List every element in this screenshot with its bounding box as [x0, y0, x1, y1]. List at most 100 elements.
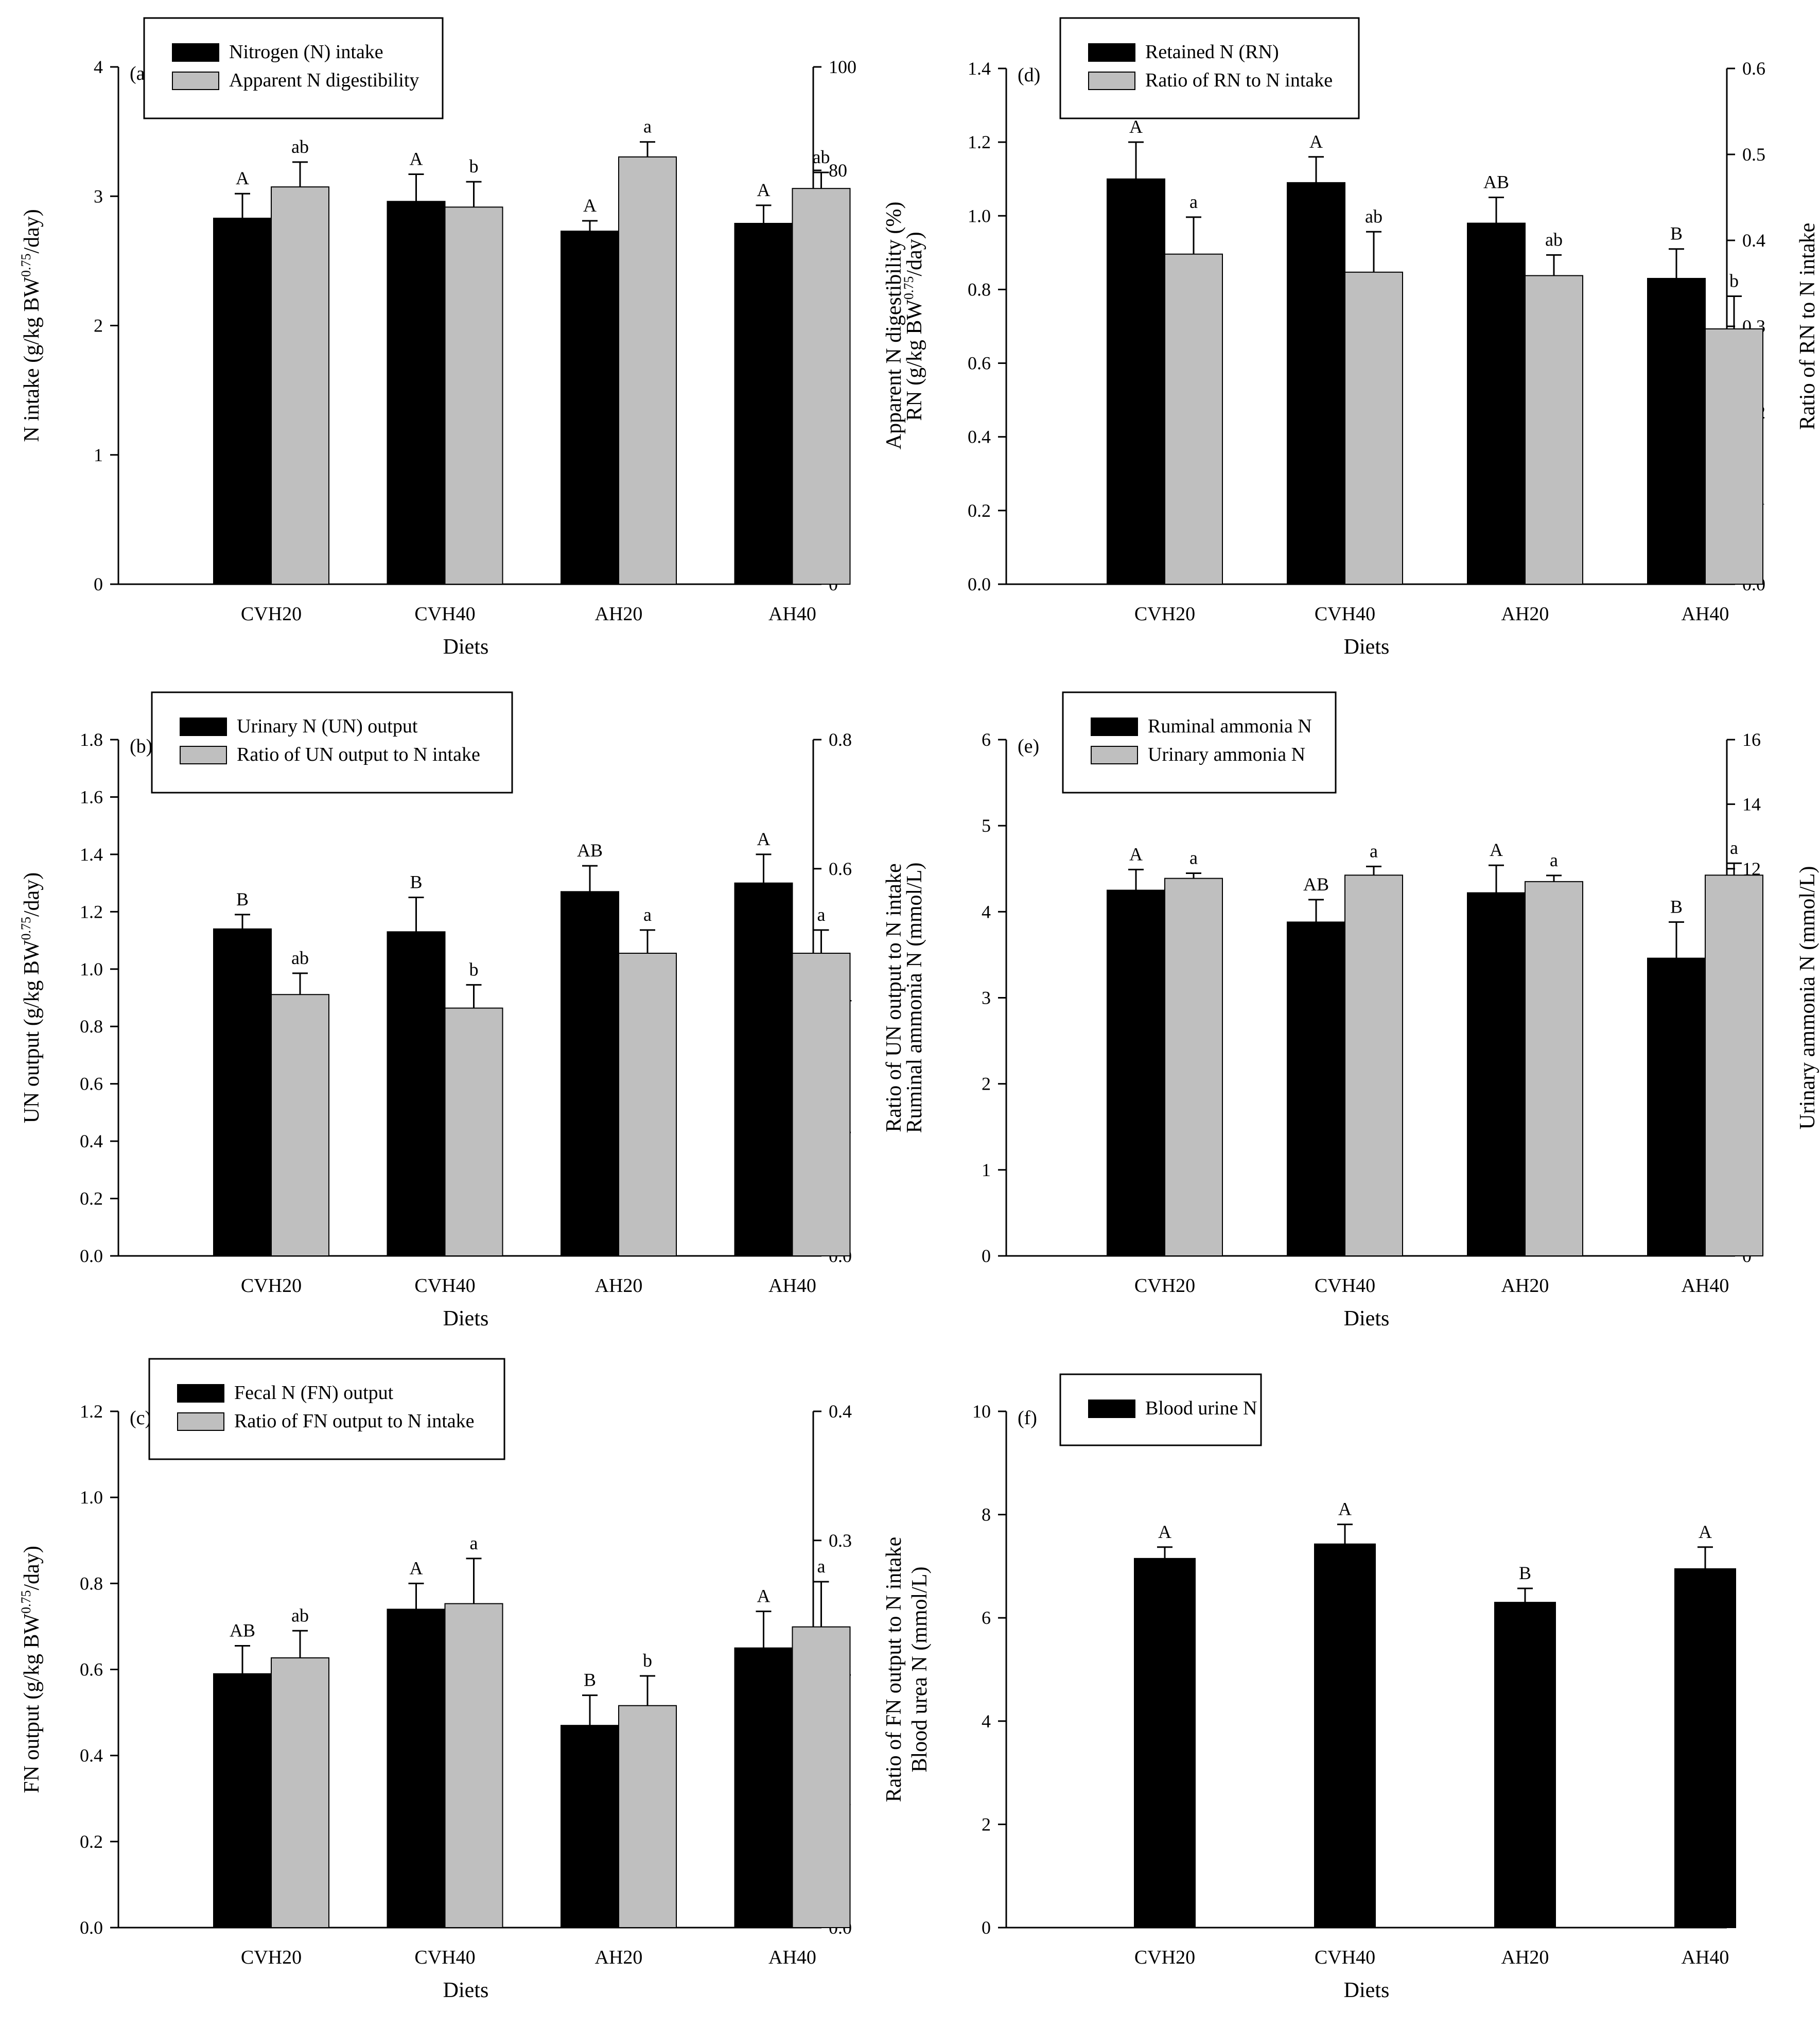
y-tick-label: 0.8 [80, 1573, 103, 1594]
significance-letter: A [236, 168, 249, 188]
significance-letter: B [236, 889, 249, 909]
legend: Urinary N (UN) output Ratio of UN output … [151, 691, 513, 794]
bar [1164, 253, 1223, 585]
y-axis-title: UN output (g/kg BW0.75/day) [19, 872, 44, 1124]
bar [734, 882, 793, 1256]
bar [1344, 874, 1403, 1256]
significance-letter: ab [291, 948, 309, 968]
y-tick-label: 0 [982, 1917, 991, 1938]
y2-axis-title: Urinary ammonia N (mmol/L) [1796, 866, 1819, 1129]
bar [1525, 881, 1583, 1256]
significance-letter: AB [577, 840, 603, 861]
bar [213, 928, 272, 1257]
y-tick-label: 0.6 [968, 353, 991, 374]
legend-label: Urinary N (UN) output [237, 715, 418, 737]
significance-letter: AB [230, 1620, 255, 1641]
legend-label: Nitrogen (N) intake [229, 41, 383, 63]
bar [1134, 1558, 1196, 1928]
y2-tick-label: 80 [829, 160, 847, 181]
legend-box [1062, 691, 1337, 794]
y2-tick-label: 100 [829, 57, 856, 77]
y-tick-label: 1.0 [80, 959, 103, 979]
legend-swatch [180, 718, 227, 736]
x-tick-label: CVH20 [241, 603, 302, 625]
bar [1314, 1543, 1376, 1928]
significance-letter: b [469, 959, 479, 979]
legend-swatch [177, 1412, 224, 1431]
panel-label: (f) [1018, 1407, 1037, 1429]
y-tick-label: 0 [982, 1246, 991, 1266]
bar [792, 188, 851, 585]
significance-letter: A [1338, 1499, 1352, 1519]
y-tick-label: 1 [982, 1160, 991, 1180]
x-tick-label: CVH40 [1315, 603, 1375, 625]
x-tick-label: AH40 [1682, 1947, 1729, 1968]
significance-letter: A [410, 149, 423, 169]
legend-box [148, 1358, 505, 1460]
x-tick-label: AH20 [595, 603, 643, 625]
x-tick-label: CVH40 [1315, 1947, 1375, 1968]
legend-box [151, 691, 513, 794]
bar [1647, 277, 1706, 585]
y2-tick-label: 0.4 [1742, 230, 1765, 251]
x-tick-label: AH20 [1501, 1947, 1549, 1968]
y-tick-label: 10 [972, 1401, 991, 1422]
y-tick-label: 4 [982, 901, 991, 922]
significance-letter: a [643, 904, 652, 925]
significance-letter: A [1129, 116, 1143, 137]
legend-swatch [1088, 1400, 1135, 1418]
legend-label: Blood urine N [1145, 1397, 1257, 1419]
y2-axis-title: Apparent N digestibility (%) [882, 202, 906, 450]
x-tick-label: CVH40 [414, 1275, 475, 1297]
x-axis-title: Diets [443, 1307, 489, 1331]
y-tick-label: 1.2 [80, 1401, 103, 1422]
significance-letter: A [757, 1586, 771, 1606]
legend-swatch [1088, 43, 1135, 62]
y2-tick-label: 0.3 [829, 1530, 852, 1551]
y-axis-title: N intake (g/kg BW0.75/day) [19, 209, 44, 442]
bar [1164, 878, 1223, 1256]
y-tick-label: 6 [982, 729, 991, 750]
legend-box [143, 17, 444, 119]
y-tick-label: 1 [94, 445, 103, 465]
y-tick-label: 0.2 [80, 1188, 103, 1209]
panel-label: (e) [1018, 736, 1039, 757]
y-tick-label: 1.2 [968, 132, 991, 152]
bar [271, 994, 329, 1256]
bar [1467, 892, 1526, 1256]
y2-tick-label: 0.6 [829, 859, 852, 879]
legend-label: Ruminal ammonia N [1148, 715, 1312, 737]
chart-panel-4: 01234560246810121416Ruminal ammonia N (m… [903, 691, 1819, 1331]
x-axis-title: Diets [1344, 1979, 1390, 2002]
bar [1467, 222, 1526, 585]
bar [213, 217, 272, 585]
bar [1344, 271, 1403, 585]
bar [734, 1647, 793, 1928]
chart-panel-5: 0 2 4 6 8 10 Blood urea N (mmol/L) Diets (f) CVH2… [908, 1373, 1736, 2002]
significance-letter: B [1670, 223, 1683, 244]
significance-letter: a [817, 1556, 826, 1577]
y-tick-label: 0.8 [80, 1016, 103, 1037]
y-tick-label: 0.4 [968, 427, 991, 447]
bar [387, 1608, 446, 1929]
legend-label: Ratio of UN output to N intake [237, 744, 480, 765]
legend-label: Fecal N (FN) output [234, 1382, 394, 1404]
bar [444, 1007, 503, 1257]
bar [1705, 328, 1763, 585]
chart-panel-1: 0.00.20.40.60.81.01.21.41.61.80.00.20.40… [19, 691, 906, 1331]
x-tick-label: CVH20 [241, 1947, 302, 1968]
significance-letter: ab [291, 136, 309, 157]
y-tick-label: 4 [982, 1711, 991, 1731]
y2-axis-title: Ratio of UN output to N intake [882, 863, 906, 1132]
significance-letter: B [584, 1670, 596, 1690]
bar [792, 1626, 851, 1928]
bar [387, 201, 446, 585]
legend-label: Ratio of FN output to N intake [234, 1410, 475, 1432]
bar [1674, 1568, 1736, 1929]
significance-letter: A [1158, 1521, 1171, 1542]
y2-tick-label: 0.4 [829, 1401, 852, 1422]
bar [792, 952, 851, 1256]
significance-letter: B [1519, 1563, 1531, 1583]
bar [561, 231, 619, 585]
y-tick-label: 0.0 [80, 1246, 103, 1266]
